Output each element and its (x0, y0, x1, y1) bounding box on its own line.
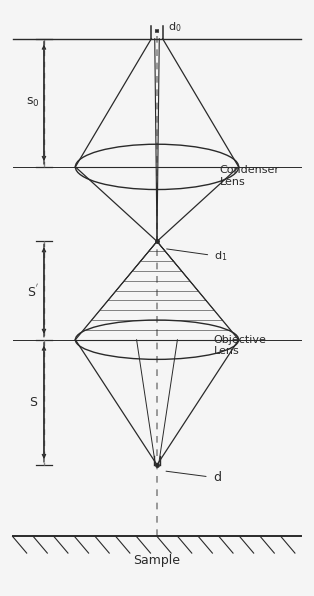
Text: d: d (214, 471, 221, 485)
Text: S$^{'}$: S$^{'}$ (27, 284, 39, 300)
Text: s$_0$: s$_0$ (26, 96, 40, 109)
Text: S: S (29, 396, 37, 409)
Text: Objective
Lens: Objective Lens (214, 335, 266, 356)
Text: Condenser
Lens: Condenser Lens (220, 165, 280, 187)
Text: d$_1$: d$_1$ (214, 249, 227, 263)
Text: d$_0$: d$_0$ (168, 20, 181, 34)
Text: Sample: Sample (133, 554, 181, 567)
